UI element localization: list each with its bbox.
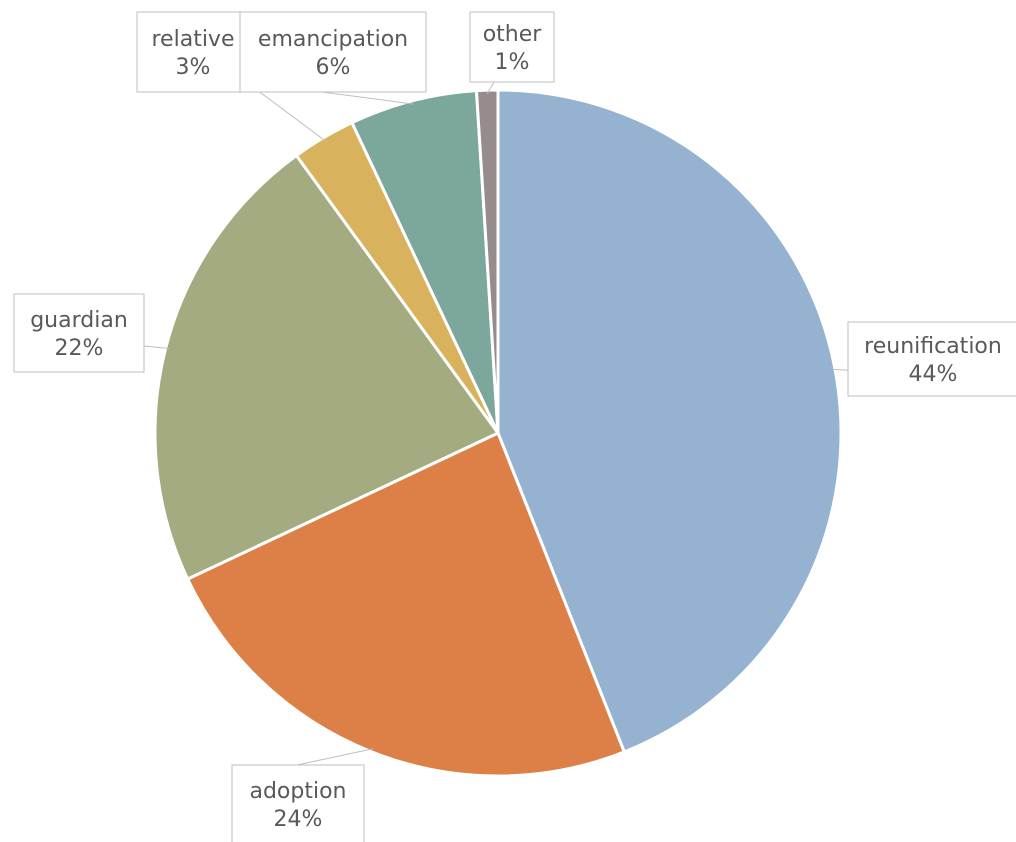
data-label-category-relative: relative xyxy=(152,27,235,52)
leader-line-emancipation xyxy=(321,91,414,105)
data-label-box-adoption xyxy=(231,764,365,842)
pie-slices xyxy=(153,88,843,778)
leader-line-guardian xyxy=(143,345,170,350)
pie-slice-other xyxy=(474,88,500,435)
data-label-box-emancipation xyxy=(239,11,427,93)
data-label-box-other xyxy=(469,11,555,83)
data-label-guardian: guardian 22% xyxy=(13,293,145,373)
data-label-emancipation: emancipation 6% xyxy=(239,11,427,93)
data-label-box-guardian xyxy=(13,293,145,373)
leader-line-adoption xyxy=(296,748,374,766)
pie-slice-reunification xyxy=(496,88,843,754)
data-label-value-adoption: 24% xyxy=(274,807,323,832)
data-label-category-guardian: guardian xyxy=(30,308,128,333)
data-label-box-reunification xyxy=(847,321,1016,397)
data-label-reunification: reunification 44% xyxy=(847,321,1016,397)
data-label-value-other: 1% xyxy=(495,50,530,75)
data-label-category-adoption: adoption xyxy=(249,779,346,804)
pie-data-labels: reunification 44% adoption 24% guardian 22% re… xyxy=(13,11,1016,842)
data-label-category-reunification: reunification xyxy=(864,334,1002,359)
data-label-value-emancipation: 6% xyxy=(316,55,351,80)
data-label-other: other 1% xyxy=(469,11,555,83)
pie-slice-emancipation xyxy=(350,89,500,435)
pie-slice-adoption xyxy=(186,431,626,778)
pie-slice-guardian xyxy=(153,154,500,581)
data-label-adoption: adoption 24% xyxy=(231,764,365,842)
leader-line-other xyxy=(486,81,495,94)
data-label-value-guardian: 22% xyxy=(55,336,104,361)
data-label-value-relative: 3% xyxy=(176,55,211,80)
leader-line-relative xyxy=(248,83,326,142)
data-label-category-other: other xyxy=(483,22,543,47)
data-label-value-reunification: 44% xyxy=(909,362,958,387)
data-label-box-relative xyxy=(136,11,250,93)
data-label-relative: relative 3% xyxy=(136,11,250,93)
data-label-category-emancipation: emancipation xyxy=(258,27,408,52)
